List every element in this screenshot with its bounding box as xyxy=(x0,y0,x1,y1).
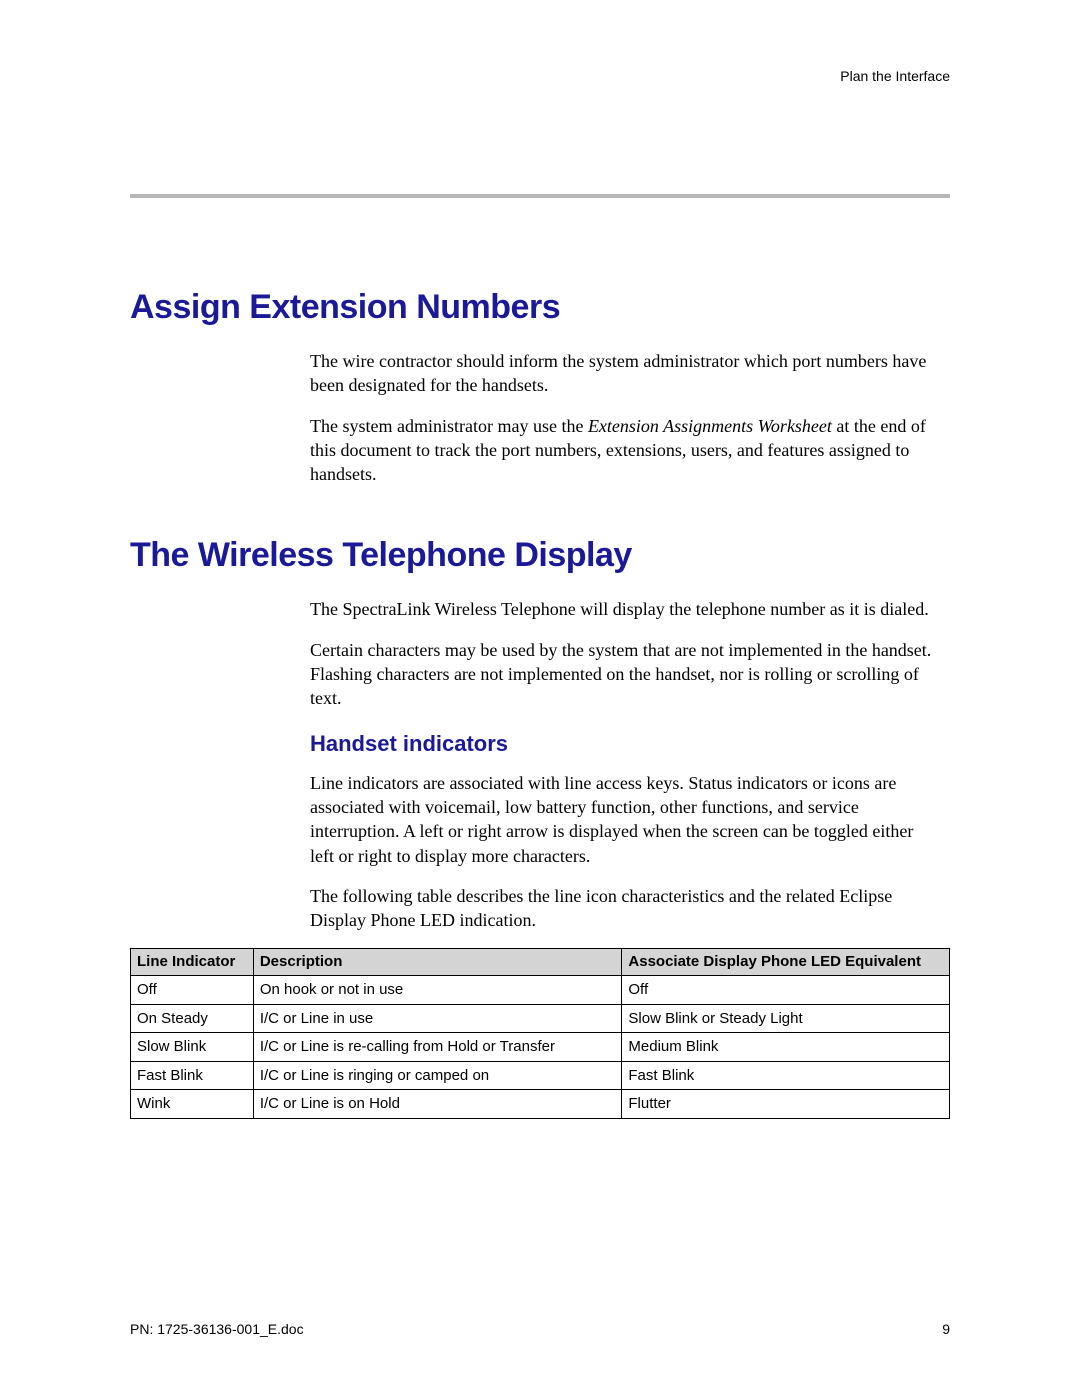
table-body: Off On hook or not in use Off On Steady … xyxy=(131,976,950,1119)
footer-page-number: 9 xyxy=(942,1321,950,1337)
section1-para1: The wire contractor should inform the sy… xyxy=(310,349,940,398)
footer-doc-id: PN: 1725-36136-001_E.doc xyxy=(130,1321,304,1337)
col-line-indicator: Line Indicator xyxy=(131,949,254,976)
cell: I/C or Line is ringing or camped on xyxy=(253,1061,622,1090)
cell: I/C or Line is re-calling from Hold or T… xyxy=(253,1033,622,1062)
table-row: Slow Blink I/C or Line is re-calling fro… xyxy=(131,1033,950,1062)
table-row: On Steady I/C or Line in use Slow Blink … xyxy=(131,1004,950,1033)
subsection-body: Line indicators are associated with line… xyxy=(310,771,940,933)
running-header: Plan the Interface xyxy=(130,68,950,84)
subsection-para2: The following table describes the line i… xyxy=(310,884,940,933)
section2-para1: The SpectraLink Wireless Telephone will … xyxy=(310,597,940,621)
cell: Fast Blink xyxy=(622,1061,950,1090)
para2-pre: The system administrator may use the xyxy=(310,416,588,436)
para2-em: Extension Assignments Worksheet xyxy=(588,416,832,436)
cell: Off xyxy=(131,976,254,1005)
heading-assign-extension: Assign Extension Numbers xyxy=(130,288,950,327)
cell: I/C or Line in use xyxy=(253,1004,622,1033)
cell: Flutter xyxy=(622,1090,950,1119)
section2-body: The SpectraLink Wireless Telephone will … xyxy=(310,597,940,710)
table-header-row: Line Indicator Description Associate Dis… xyxy=(131,949,950,976)
page: Plan the Interface Assign Extension Numb… xyxy=(0,0,1080,1397)
cell: Slow Blink xyxy=(131,1033,254,1062)
heading-wireless-display: The Wireless Telephone Display xyxy=(130,536,950,575)
section2-para2: Certain characters may be used by the sy… xyxy=(310,638,940,711)
table-row: Off On hook or not in use Off xyxy=(131,976,950,1005)
col-led-equivalent: Associate Display Phone LED Equivalent xyxy=(622,949,950,976)
cell: Slow Blink or Steady Light xyxy=(622,1004,950,1033)
section1-body: The wire contractor should inform the sy… xyxy=(310,349,940,486)
cell: Wink xyxy=(131,1090,254,1119)
cell: On Steady xyxy=(131,1004,254,1033)
table-row: Fast Blink I/C or Line is ringing or cam… xyxy=(131,1061,950,1090)
subheading-handset-indicators: Handset indicators xyxy=(310,731,950,757)
cell: Medium Blink xyxy=(622,1033,950,1062)
cell: Fast Blink xyxy=(131,1061,254,1090)
footer: PN: 1725-36136-001_E.doc 9 xyxy=(130,1321,950,1337)
cell: On hook or not in use xyxy=(253,976,622,1005)
subsection-para1: Line indicators are associated with line… xyxy=(310,771,940,868)
cell: Off xyxy=(622,976,950,1005)
table-row: Wink I/C or Line is on Hold Flutter xyxy=(131,1090,950,1119)
col-description: Description xyxy=(253,949,622,976)
section1-para2: The system administrator may use the Ext… xyxy=(310,414,940,487)
cell: I/C or Line is on Hold xyxy=(253,1090,622,1119)
indicators-table: Line Indicator Description Associate Dis… xyxy=(130,948,950,1119)
